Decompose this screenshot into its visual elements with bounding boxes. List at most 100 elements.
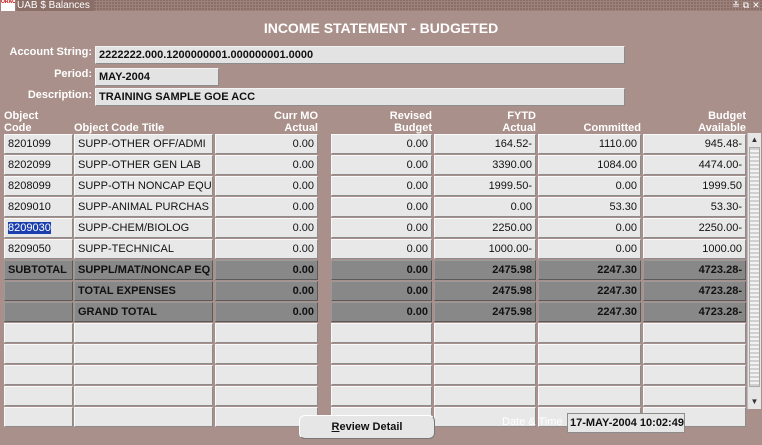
cell-committed[interactable]: 1084.00 [538,155,641,175]
cell-object-title[interactable]: SUPP-OTH NONCAP EQU [74,176,213,196]
cell-object-title[interactable]: SUPP-ANIMAL PURCHAS [74,197,213,217]
empty-cell-object-title[interactable] [74,386,213,406]
review-detail-button[interactable]: Review Detail [299,415,435,439]
total-cell-committed[interactable]: 2247.30 [538,260,641,280]
cell-object-code[interactable]: 8201099 [4,134,73,154]
empty-cell-fytd-actual[interactable] [434,365,536,385]
total-cell-fytd-actual[interactable]: 2475.98 [434,302,536,322]
scroll-thumb[interactable] [749,147,760,387]
cell-revised-budget[interactable]: 0.00 [331,218,432,238]
cell-object-code[interactable]: 8209050 [4,239,73,259]
empty-cell-object-code[interactable] [4,344,73,364]
total-cell-revised-budget[interactable]: 0.00 [331,260,432,280]
empty-cell-curr-mo-actual[interactable] [215,344,318,364]
total-cell-object-title[interactable]: GRAND TOTAL [74,302,213,322]
empty-cell-object-code[interactable] [4,323,73,343]
cell-revised-budget[interactable]: 0.00 [331,134,432,154]
cell-object-title[interactable]: SUPP-CHEM/BIOLOG [74,218,213,238]
total-cell-object-title[interactable]: SUPPL/MAT/NONCAP EQ [74,260,213,280]
total-cell-object-code[interactable] [4,302,73,322]
empty-cell-committed[interactable] [538,386,641,406]
total-cell-object-title[interactable]: TOTAL EXPENSES [74,281,213,301]
cell-revised-budget[interactable]: 0.00 [331,239,432,259]
minimize-icon[interactable]: ≚ [732,0,740,10]
cell-object-title[interactable]: SUPP-OTHER OFF/ADMI [74,134,213,154]
empty-cell-curr-mo-actual[interactable] [215,365,318,385]
empty-cell-committed[interactable] [538,365,641,385]
scroll-down-icon[interactable]: ▼ [750,397,759,406]
cell-committed[interactable]: 0.00 [538,176,641,196]
cell-object-title[interactable]: SUPP-OTHER GEN LAB [74,155,213,175]
description-field[interactable]: TRAINING SAMPLE GOE ACC [95,88,625,106]
total-cell-curr-mo-actual[interactable]: 0.00 [215,302,318,322]
total-cell-revised-budget[interactable]: 0.00 [331,302,432,322]
period-field[interactable]: MAY-2004 [95,68,219,86]
cell-revised-budget[interactable]: 0.00 [331,155,432,175]
cell-budget-available[interactable]: 1000.00 [643,239,746,259]
account-string-field[interactable]: 2222222.000.1200000001.000000001.0000 [95,46,625,64]
selected-object-code[interactable]: 8209030 [8,222,51,234]
cell-budget-available[interactable]: 2250.00- [643,218,746,238]
empty-cell-budget-available[interactable] [643,323,746,343]
total-cell-budget-available[interactable]: 4723.28- [643,260,746,280]
total-cell-fytd-actual[interactable]: 2475.98 [434,260,536,280]
empty-cell-object-code[interactable] [4,386,73,406]
maximize-icon[interactable]: ⧉ [742,0,750,10]
cell-curr-mo-actual[interactable]: 0.00 [215,134,318,154]
total-cell-fytd-actual[interactable]: 2475.98 [434,281,536,301]
empty-cell-fytd-actual[interactable] [434,323,536,343]
total-cell-budget-available[interactable]: 4723.28- [643,302,746,322]
cell-revised-budget[interactable]: 0.00 [331,176,432,196]
cell-curr-mo-actual[interactable]: 0.00 [215,218,318,238]
total-cell-budget-available[interactable]: 4723.28- [643,281,746,301]
empty-cell-committed[interactable] [538,344,641,364]
empty-cell-object-title[interactable] [74,407,213,427]
empty-cell-revised-budget[interactable] [331,386,432,406]
empty-cell-revised-budget[interactable] [331,344,432,364]
cell-fytd-actual[interactable]: 1999.50- [434,176,536,196]
datetime-field[interactable]: 17-MAY-2004 10:02:49 [567,413,685,433]
empty-cell-fytd-actual[interactable] [434,386,536,406]
total-cell-committed[interactable]: 2247.30 [538,281,641,301]
cell-budget-available[interactable]: 4474.00- [643,155,746,175]
cell-fytd-actual[interactable]: 1000.00- [434,239,536,259]
empty-cell-fytd-actual[interactable] [434,407,536,427]
scroll-up-icon[interactable]: ▲ [750,135,759,144]
empty-cell-budget-available[interactable] [643,344,746,364]
close-icon[interactable]: ✕ [752,0,760,10]
empty-cell-object-title[interactable] [74,365,213,385]
cell-object-code[interactable]: 8209010 [4,197,73,217]
cell-budget-available[interactable]: 53.30- [643,197,746,217]
total-cell-object-code[interactable] [4,281,73,301]
cell-curr-mo-actual[interactable]: 0.00 [215,176,318,196]
cell-object-code[interactable]: 8208099 [4,176,73,196]
total-cell-object-code[interactable]: SUBTOTAL [4,260,73,280]
empty-cell-curr-mo-actual[interactable] [215,386,318,406]
empty-cell-revised-budget[interactable] [331,323,432,343]
empty-cell-budget-available[interactable] [643,386,746,406]
empty-cell-object-code[interactable] [4,365,73,385]
total-cell-revised-budget[interactable]: 0.00 [331,281,432,301]
cell-curr-mo-actual[interactable]: 0.00 [215,155,318,175]
cell-budget-available[interactable]: 1999.50 [643,176,746,196]
cell-committed[interactable]: 53.30 [538,197,641,217]
empty-cell-object-title[interactable] [74,323,213,343]
cell-curr-mo-actual[interactable]: 0.00 [215,239,318,259]
total-cell-curr-mo-actual[interactable]: 0.00 [215,281,318,301]
empty-cell-budget-available[interactable] [643,365,746,385]
empty-cell-object-code[interactable] [4,407,73,427]
cell-budget-available[interactable]: 945.48- [643,134,746,154]
cell-committed[interactable]: 1110.00 [538,134,641,154]
cell-fytd-actual[interactable]: 164.52- [434,134,536,154]
window-titlebar[interactable]: ORACLE UAB $ Balances ≚ ⧉ ✕ [0,0,762,11]
cell-fytd-actual[interactable]: 0.00 [434,197,536,217]
total-cell-committed[interactable]: 2247.30 [538,302,641,322]
cell-fytd-actual[interactable]: 3390.00 [434,155,536,175]
total-cell-curr-mo-actual[interactable]: 0.00 [215,260,318,280]
cell-committed[interactable]: 0.00 [538,239,641,259]
cell-committed[interactable]: 0.00 [538,218,641,238]
cell-fytd-actual[interactable]: 2250.00 [434,218,536,238]
empty-cell-revised-budget[interactable] [331,365,432,385]
cell-object-title[interactable]: SUPP-TECHNICAL [74,239,213,259]
empty-cell-fytd-actual[interactable] [434,344,536,364]
